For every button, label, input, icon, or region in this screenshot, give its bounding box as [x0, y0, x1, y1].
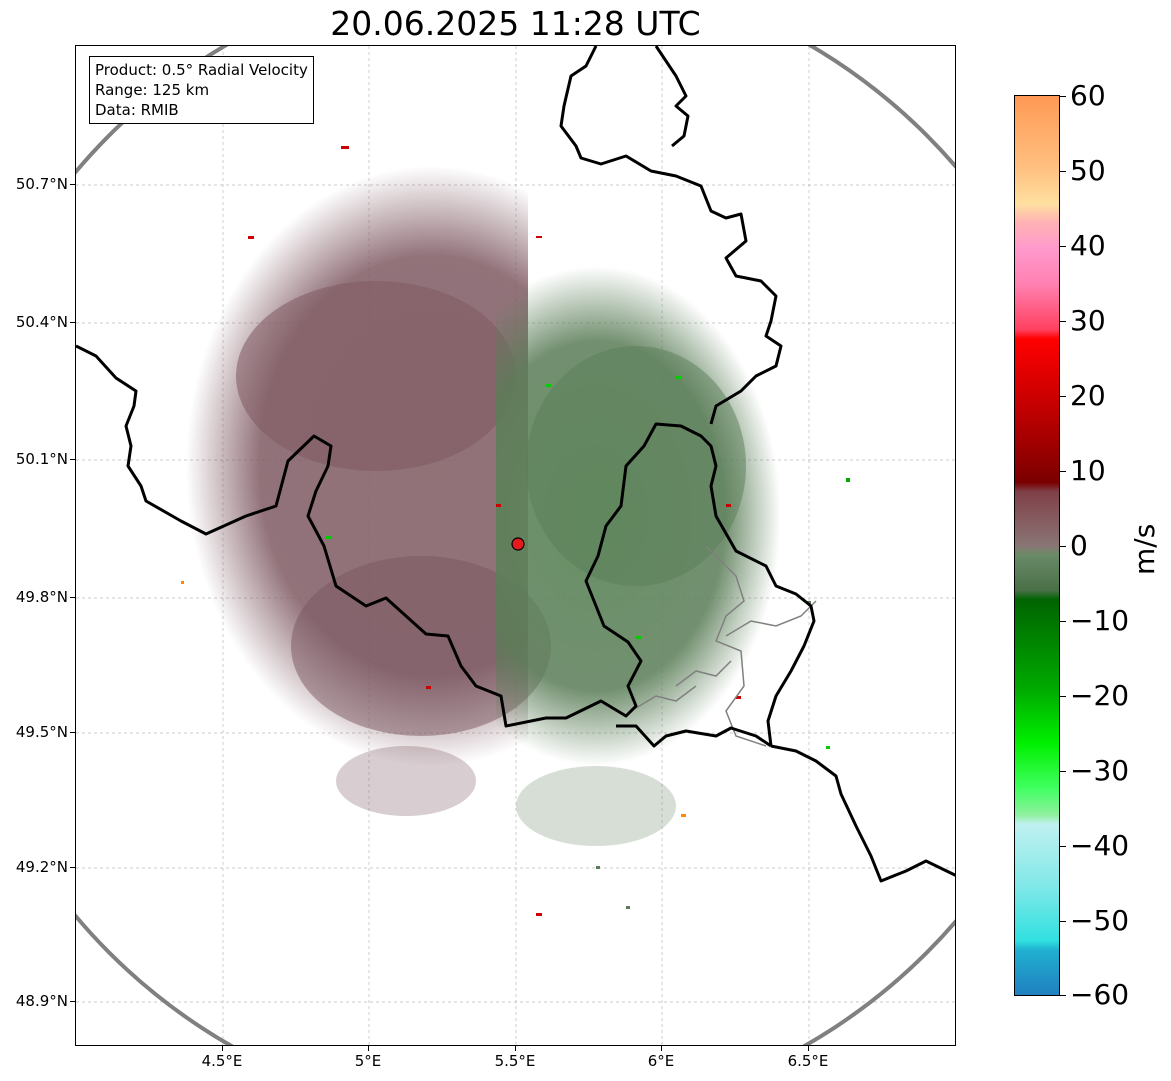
colorbar-unit-label: m/s	[1128, 523, 1161, 575]
lat-tick-50-1: 50.1°N	[15, 450, 68, 468]
info-box: Product: 0.5° Radial Velocity Range: 125…	[89, 56, 314, 124]
map-title: 20.06.2025 11:28 UTC	[330, 4, 701, 43]
lon-tick-5: 5°E	[354, 1052, 382, 1070]
colorbar	[1014, 95, 1060, 996]
lat-tick-50-4: 50.4°N	[15, 313, 68, 331]
lat-tick-49-5: 49.5°N	[15, 723, 68, 741]
cbar-tick-neg50: −50	[1070, 904, 1130, 937]
lon-tick-6: 6°E	[647, 1052, 675, 1070]
lat-tick-50-7: 50.7°N	[15, 175, 68, 193]
cbar-tick-neg20: −20	[1070, 679, 1130, 712]
lon-tick-4-5: 4.5°E	[201, 1052, 243, 1070]
cbar-tick-30: 30	[1070, 304, 1106, 337]
lon-tick-5-5: 5.5°E	[494, 1052, 536, 1070]
lat-tick-48-9: 48.9°N	[15, 992, 68, 1010]
cbar-tick-neg60: −60	[1070, 978, 1130, 1011]
cbar-tick-60: 60	[1070, 79, 1106, 112]
velocity-echoes	[186, 166, 781, 846]
radar-map[interactable]	[75, 45, 956, 1046]
info-data: Data: RMIB	[95, 101, 179, 119]
cbar-tick-10: 10	[1070, 454, 1106, 487]
colorbar-gradient	[1015, 96, 1059, 995]
cbar-tick-20: 20	[1070, 379, 1106, 412]
lat-tick-49-2: 49.2°N	[15, 858, 68, 876]
radar-site-marker	[511, 537, 525, 551]
cbar-tick-neg10: −10	[1070, 604, 1130, 637]
cbar-tick-neg40: −40	[1070, 829, 1130, 862]
cbar-tick-40: 40	[1070, 229, 1106, 262]
national-borders	[76, 46, 955, 883]
map-canvas	[76, 46, 955, 1045]
provincial-borders	[630, 545, 817, 747]
cbar-tick-neg30: −30	[1070, 754, 1130, 787]
cbar-tick-50: 50	[1070, 154, 1106, 187]
lat-tick-49-8: 49.8°N	[15, 588, 68, 606]
lon-tick-6-5: 6.5°E	[787, 1052, 829, 1070]
info-range: Range: 125 km	[95, 81, 210, 99]
cbar-tick-0: 0	[1070, 529, 1088, 562]
info-product: Product: 0.5° Radial Velocity	[95, 61, 308, 79]
